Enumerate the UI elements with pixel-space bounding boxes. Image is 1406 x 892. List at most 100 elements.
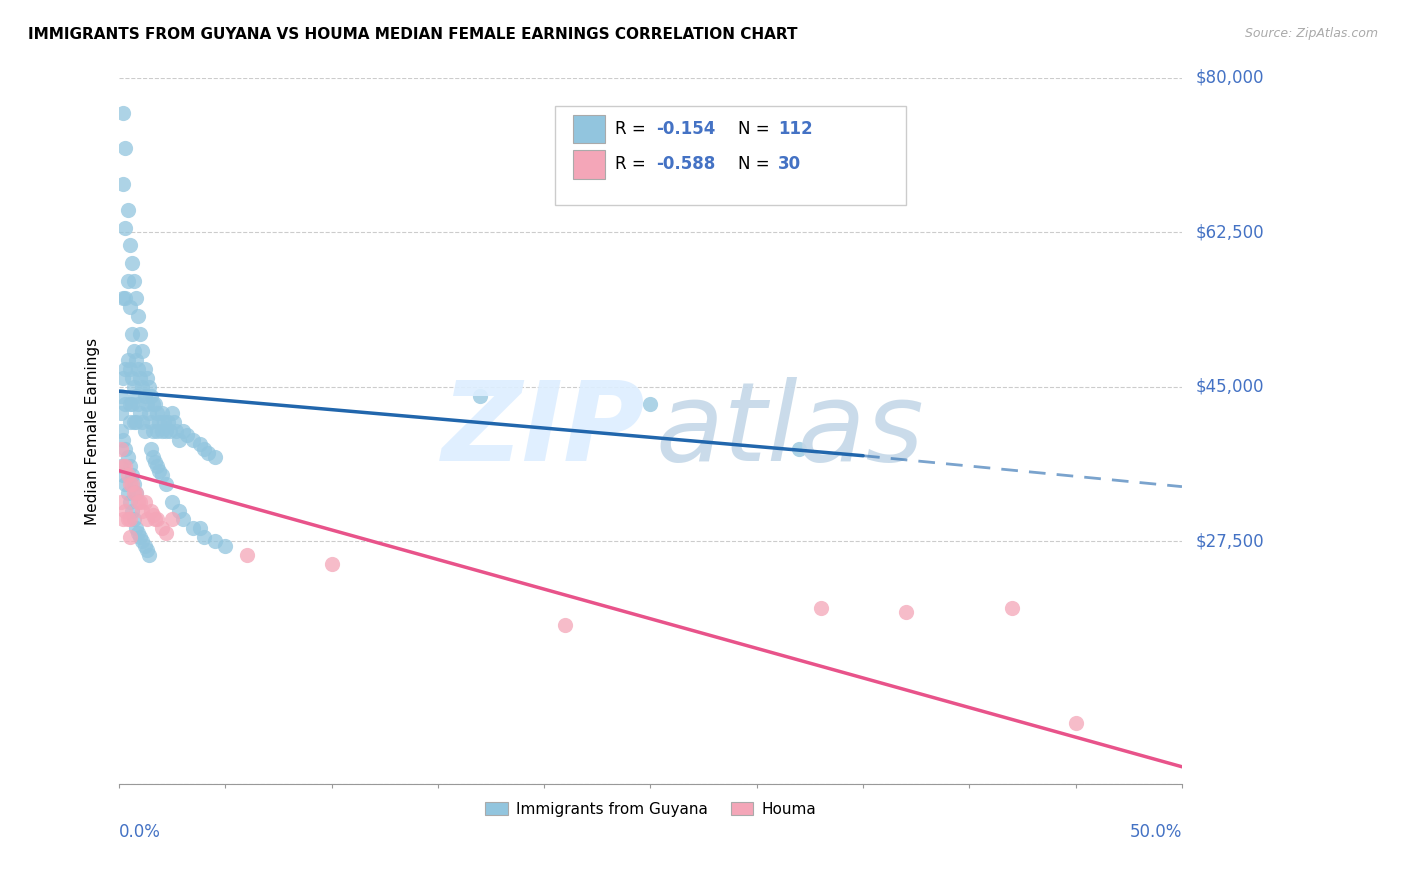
Point [183, 521, 205, 535]
Point [110, 442, 132, 456]
Point [118, 415, 141, 429]
Bar [572, 115, 605, 144]
Point [129, 530, 152, 544]
Text: R =: R = [616, 155, 651, 173]
Point [121, 371, 143, 385]
Point [554, 618, 576, 632]
Point [122, 274, 145, 288]
Point [127, 309, 149, 323]
Point [142, 397, 165, 411]
Point [127, 397, 149, 411]
Point [125, 353, 148, 368]
Point [125, 521, 148, 535]
Text: 30: 30 [778, 155, 801, 173]
Point [167, 503, 190, 517]
Point [146, 459, 169, 474]
Point [640, 397, 662, 411]
Text: -0.588: -0.588 [655, 155, 716, 173]
Point [143, 512, 166, 526]
Point [160, 406, 183, 420]
Point [121, 256, 143, 270]
Point [148, 415, 170, 429]
Point [134, 389, 156, 403]
Point [129, 326, 152, 341]
Point [117, 353, 139, 368]
Text: N =: N = [738, 120, 775, 138]
Point [114, 503, 136, 517]
Point [894, 605, 917, 619]
Text: $27,500: $27,500 [1197, 533, 1264, 550]
Text: N =: N = [738, 155, 775, 173]
Point [810, 600, 832, 615]
Point [159, 424, 181, 438]
Point [118, 477, 141, 491]
Point [134, 539, 156, 553]
Point [112, 459, 135, 474]
Point [110, 406, 132, 420]
Point [150, 406, 173, 420]
Point [110, 424, 132, 438]
Point [142, 508, 165, 522]
Point [150, 521, 173, 535]
Point [138, 406, 160, 420]
Text: Source: ZipAtlas.com: Source: ZipAtlas.com [1244, 27, 1378, 40]
Point [163, 415, 186, 429]
Point [122, 486, 145, 500]
Point [127, 494, 149, 508]
Point [121, 468, 143, 483]
Point [118, 362, 141, 376]
Point [176, 428, 198, 442]
Text: R =: R = [616, 120, 651, 138]
Point [114, 459, 136, 474]
Point [146, 406, 169, 420]
Text: 0.0%: 0.0% [120, 823, 160, 841]
Point [118, 300, 141, 314]
Point [117, 486, 139, 500]
Point [122, 415, 145, 429]
Point [121, 397, 143, 411]
Point [122, 380, 145, 394]
Point [114, 397, 136, 411]
Point [117, 274, 139, 288]
Point [129, 494, 152, 508]
Point [146, 424, 169, 438]
Point [112, 106, 135, 120]
Point [470, 389, 492, 403]
Point [112, 371, 135, 385]
Text: 50.0%: 50.0% [1129, 823, 1182, 841]
Point [114, 220, 136, 235]
Point [121, 503, 143, 517]
Point [197, 446, 219, 460]
Point [138, 548, 160, 562]
Text: ZIP: ZIP [441, 377, 645, 484]
Point [121, 326, 143, 341]
Point [114, 477, 136, 491]
Point [148, 464, 170, 478]
Point [1064, 715, 1087, 730]
Point [127, 362, 149, 376]
Point [204, 450, 226, 465]
Point [112, 292, 135, 306]
Point [112, 512, 135, 526]
Point [155, 477, 177, 491]
Point [146, 512, 169, 526]
Text: $45,000: $45,000 [1197, 378, 1264, 396]
Point [118, 238, 141, 252]
Point [139, 415, 162, 429]
Text: IMMIGRANTS FROM GUYANA VS HOUMA MEDIAN FEMALE EARNINGS CORRELATION CHART: IMMIGRANTS FROM GUYANA VS HOUMA MEDIAN F… [28, 27, 797, 42]
Point [193, 442, 215, 456]
Point [135, 371, 157, 385]
Point [183, 433, 205, 447]
Point [135, 397, 157, 411]
Point [787, 442, 810, 456]
Point [125, 389, 148, 403]
Legend: Immigrants from Guyana, Houma: Immigrants from Guyana, Houma [479, 796, 823, 822]
Point [172, 512, 194, 526]
Text: -0.154: -0.154 [655, 120, 716, 138]
Point [167, 433, 190, 447]
Y-axis label: Median Female Earnings: Median Female Earnings [86, 337, 100, 524]
Point [135, 512, 157, 526]
Point [118, 512, 141, 526]
Point [139, 442, 162, 456]
Point [131, 415, 153, 429]
